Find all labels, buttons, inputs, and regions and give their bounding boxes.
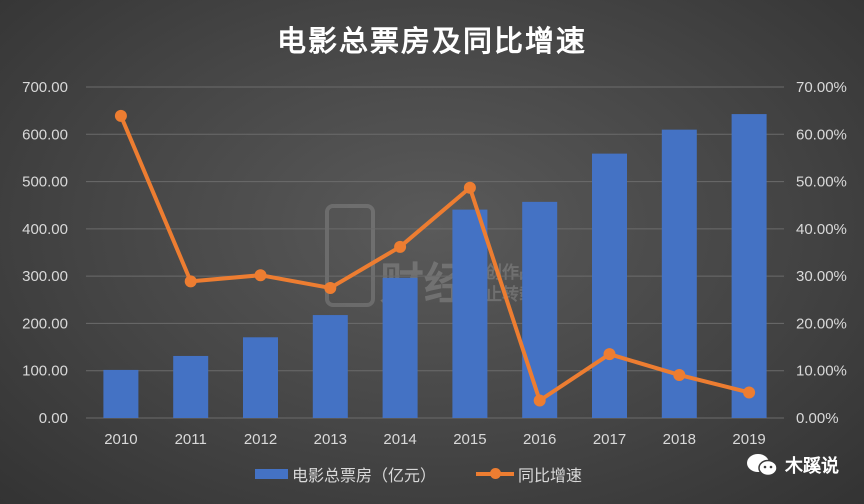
y-left-tick-label: 200.00 [22, 315, 68, 332]
growth-line [119, 115, 750, 403]
y-left-tick-label: 300.00 [22, 268, 68, 285]
growth-point [743, 386, 756, 399]
growth-point [324, 281, 337, 294]
x-tick-label: 2011 [175, 431, 207, 448]
y-left-tick-label: 0.00 [39, 410, 68, 427]
legend-line-label: 同比增速 [518, 466, 583, 485]
y-right-tick-label: 40.00% [796, 221, 847, 238]
chart-title: 电影总票房及同比增速 [276, 24, 587, 58]
bar [382, 277, 418, 418]
growth-point [254, 269, 267, 282]
y-right-tick-label: 50.00% [796, 174, 847, 191]
legend: 电影总票房（亿元） 同比增速 [255, 462, 582, 486]
y-left-tick-label: 700.00 [22, 79, 68, 96]
y-right-tick-label: 10.00% [796, 363, 847, 380]
y-right-tick-label: 30.00% [796, 268, 847, 285]
x-tick-label: 2015 [453, 431, 486, 448]
y-right-tick-label: 70.00% [796, 79, 847, 96]
brand: 木蹊说 [745, 452, 839, 478]
x-tick-label: 2014 [383, 431, 416, 448]
y-left-tick-label: 100.00 [22, 363, 68, 380]
wechat-icon [747, 454, 778, 477]
y-left-tick-label: 400.00 [22, 221, 68, 238]
y-right-tick-label: 60.00% [796, 126, 847, 143]
x-tick-label: 2012 [244, 431, 277, 448]
x-tick-label: 2019 [732, 431, 765, 448]
bar [243, 337, 278, 418]
x-tick-label: 2010 [104, 431, 137, 448]
legend-line-swatch [476, 468, 515, 479]
legend-bar-swatch [255, 469, 288, 479]
bar [522, 201, 558, 418]
x-tick-label: 2017 [593, 431, 626, 448]
y-left-tick-label: 500.00 [22, 174, 68, 191]
y-right-tick-label: 20.00% [796, 315, 847, 332]
y-right-tick-label: 0.00% [796, 410, 839, 427]
x-tick-label: 2013 [314, 431, 347, 448]
growth-point [673, 368, 686, 381]
bar [103, 369, 139, 418]
growth-point [114, 109, 127, 122]
growth-point [603, 348, 616, 361]
bar [173, 355, 209, 418]
growth-point [394, 240, 407, 253]
bar [731, 114, 767, 418]
growth-point [184, 275, 197, 288]
x-tick-label: 2016 [523, 431, 556, 448]
x-tick-label: 2018 [663, 431, 696, 448]
legend-bar-label: 电影总票房（亿元） [292, 466, 437, 485]
bar [312, 315, 348, 418]
growth-point [463, 181, 476, 194]
bar [452, 209, 488, 418]
brand-name: 木蹊说 [785, 456, 839, 477]
bar [592, 153, 627, 419]
watermark-frame [325, 204, 375, 307]
growth-point [533, 394, 546, 407]
y-left-tick-label: 600.00 [22, 126, 68, 143]
